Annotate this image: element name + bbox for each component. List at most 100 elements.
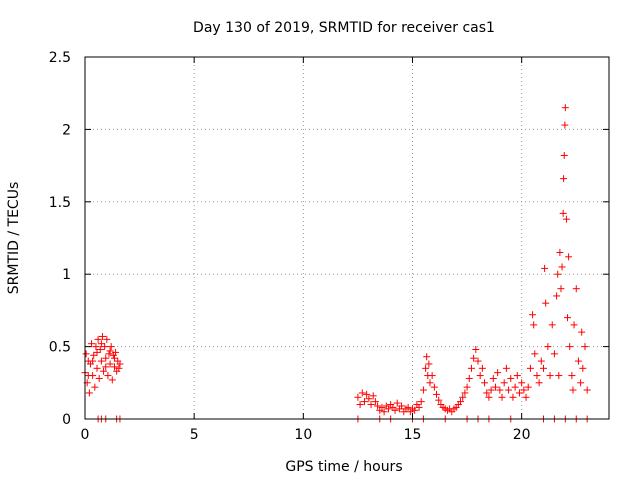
y-tick-label: 1.5 bbox=[49, 195, 71, 211]
data-point bbox=[511, 383, 519, 391]
data-point bbox=[459, 393, 467, 401]
data-point bbox=[106, 347, 114, 355]
data-point bbox=[422, 364, 430, 372]
data-point bbox=[522, 393, 530, 401]
data-point bbox=[91, 383, 99, 391]
data-point bbox=[428, 372, 436, 380]
data-point bbox=[533, 372, 541, 380]
data-point bbox=[566, 343, 574, 351]
data-point bbox=[110, 363, 118, 371]
data-point bbox=[358, 389, 366, 397]
data-point bbox=[425, 360, 433, 368]
data-point bbox=[561, 121, 569, 129]
data-point bbox=[110, 354, 118, 362]
data-point bbox=[371, 398, 379, 406]
x-tick-label: 0 bbox=[81, 427, 90, 443]
data-point bbox=[367, 401, 375, 409]
data-point bbox=[474, 357, 482, 365]
data-point bbox=[92, 343, 100, 351]
data-point bbox=[562, 215, 570, 223]
data-point bbox=[90, 351, 98, 359]
data-point bbox=[457, 398, 465, 406]
data-point bbox=[570, 321, 578, 329]
data-point bbox=[93, 364, 101, 372]
data-point bbox=[529, 311, 537, 319]
data-point bbox=[554, 270, 562, 278]
data-point bbox=[537, 357, 545, 365]
data-point bbox=[417, 398, 425, 406]
data-point bbox=[103, 335, 111, 343]
data-point bbox=[481, 379, 489, 387]
data-point bbox=[496, 386, 504, 394]
data-point bbox=[433, 390, 441, 398]
data-point bbox=[95, 374, 103, 382]
y-tick-label: 0.5 bbox=[49, 340, 71, 356]
data-point bbox=[578, 328, 586, 336]
data-point bbox=[106, 360, 114, 368]
data-point bbox=[478, 364, 486, 372]
data-point bbox=[542, 299, 550, 307]
data-point bbox=[476, 372, 484, 380]
data-points bbox=[81, 104, 591, 423]
data-point bbox=[505, 386, 513, 394]
data-point bbox=[97, 357, 105, 365]
data-point bbox=[112, 348, 120, 356]
data-point bbox=[559, 209, 567, 217]
data-point bbox=[101, 343, 109, 351]
y-tick-label: 2 bbox=[62, 122, 71, 138]
data-point bbox=[467, 364, 475, 372]
grid-lines bbox=[85, 57, 609, 419]
data-point bbox=[500, 379, 508, 387]
data-point bbox=[569, 386, 577, 394]
data-point bbox=[581, 343, 589, 351]
data-point bbox=[498, 393, 506, 401]
data-point bbox=[526, 364, 534, 372]
data-point bbox=[426, 379, 434, 387]
data-point bbox=[572, 285, 580, 293]
data-point bbox=[544, 343, 552, 351]
data-point bbox=[105, 350, 113, 358]
data-point bbox=[556, 248, 564, 256]
data-point bbox=[577, 379, 585, 387]
x-tick-label: 5 bbox=[190, 427, 199, 443]
data-point bbox=[100, 367, 108, 375]
data-point bbox=[398, 402, 406, 410]
data-point bbox=[102, 354, 110, 362]
data-point bbox=[393, 399, 401, 407]
data-point bbox=[115, 364, 123, 372]
x-tick-label: 15 bbox=[404, 427, 422, 443]
data-point bbox=[541, 264, 549, 272]
data-point bbox=[461, 389, 469, 397]
y-tick-label: 0 bbox=[62, 412, 71, 428]
data-point bbox=[85, 389, 93, 397]
data-point bbox=[365, 395, 373, 403]
data-point bbox=[378, 403, 386, 411]
chart-title: Day 130 of 2019, SRMTID for receiver cas… bbox=[193, 20, 495, 36]
data-point bbox=[419, 386, 427, 394]
data-point bbox=[94, 335, 102, 343]
data-point bbox=[550, 350, 558, 358]
data-point bbox=[415, 403, 423, 411]
data-point bbox=[513, 372, 521, 380]
data-point bbox=[472, 345, 480, 353]
data-point bbox=[561, 104, 569, 112]
data-point bbox=[463, 383, 471, 391]
data-point bbox=[553, 292, 561, 300]
data-point bbox=[557, 285, 565, 293]
data-point bbox=[565, 253, 573, 261]
data-point bbox=[515, 389, 523, 397]
data-point bbox=[107, 343, 115, 351]
data-point bbox=[564, 314, 572, 322]
data-point bbox=[487, 386, 495, 394]
data-point bbox=[369, 392, 377, 400]
data-point bbox=[583, 386, 591, 394]
data-point bbox=[96, 345, 104, 353]
data-point bbox=[104, 372, 112, 380]
data-point bbox=[93, 348, 101, 356]
y-tick-label: 2.5 bbox=[49, 50, 71, 66]
data-point bbox=[560, 151, 568, 159]
data-point bbox=[518, 379, 526, 387]
data-point bbox=[568, 372, 576, 380]
data-point bbox=[509, 393, 517, 401]
